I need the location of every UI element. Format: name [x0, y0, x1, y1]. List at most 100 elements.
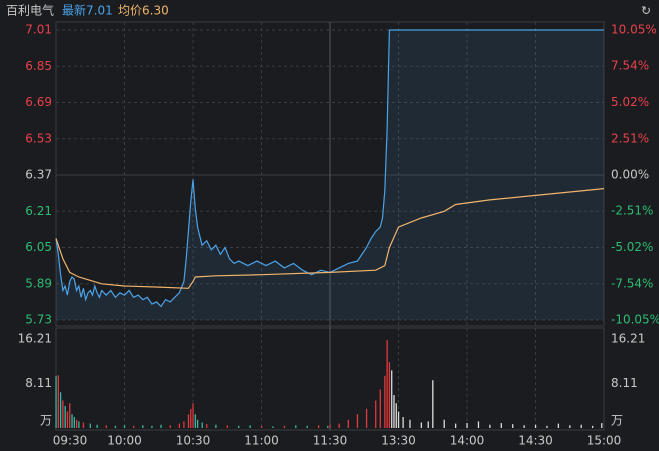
volume-bar [306, 425, 308, 428]
volume-bar [201, 422, 203, 428]
volume-bar [249, 425, 251, 428]
volume-tick-label: 8.11 [611, 376, 638, 390]
volume-tick-label: 16.21 [18, 332, 52, 346]
volume-bar [454, 423, 457, 428]
volume-bar [238, 425, 240, 428]
volume-bar [169, 425, 171, 428]
refresh-icon[interactable]: ↻ [641, 4, 651, 18]
x-tick-label: 14:00 [450, 434, 485, 448]
volume-bar [89, 423, 91, 428]
volume-bar [388, 362, 391, 428]
y2-tick-label: 10.05% [611, 23, 657, 37]
volume-bar [432, 380, 434, 428]
volume-bar [64, 406, 66, 428]
volume-bar [466, 423, 468, 428]
y2-tick-label: -7.54% [611, 276, 653, 290]
y-tick-label: 5.73 [25, 313, 52, 327]
volume-bar [397, 411, 400, 428]
volume-bar [601, 423, 603, 428]
volume-bar [365, 408, 368, 428]
y2-tick-label: 5.02% [611, 95, 649, 109]
volume-bar [283, 425, 286, 428]
y-tick-label: 6.21 [25, 204, 52, 218]
volume-bar [523, 425, 525, 428]
volume-bar [105, 425, 107, 428]
volume-bar [477, 421, 480, 428]
volume-bar [178, 423, 180, 428]
volume-bar [73, 417, 75, 428]
volume-bar [295, 425, 297, 428]
volume-bar [393, 395, 395, 428]
volume-bar [443, 419, 445, 428]
y2-tick-label: -2.51% [611, 204, 653, 218]
volume-bar [489, 424, 491, 428]
y-tick-label: 6.69 [25, 95, 52, 109]
volume-bar [317, 425, 320, 428]
volume-bar [192, 403, 194, 428]
x-tick-label: 11:30 [313, 434, 348, 448]
volume-bar [190, 408, 192, 428]
volume-bar [133, 425, 135, 428]
volume-bar [151, 425, 153, 428]
volume-bar [196, 419, 199, 428]
volume-bar [512, 424, 514, 428]
volume-tick-label: 8.11 [25, 376, 52, 390]
x-tick-label: 11:00 [244, 434, 279, 448]
volume-bar [379, 389, 381, 428]
volume-bar [123, 425, 126, 428]
volume-bar [187, 414, 190, 428]
y2-tick-label: -10.05% [611, 313, 659, 327]
volume-bar [194, 414, 196, 428]
volume-bar [59, 392, 62, 428]
volume-bar [183, 421, 185, 428]
y-tick-label: 7.01 [25, 23, 52, 37]
volume-bar [386, 340, 388, 428]
volume-bar [347, 419, 349, 428]
volume-bar [215, 424, 217, 428]
y-tick-label: 6.05 [25, 240, 52, 254]
volume-tick-label: 万 [611, 414, 623, 428]
price-line [55, 29, 604, 308]
volume-bar [160, 424, 162, 428]
volume-bar [82, 422, 85, 428]
stock-name: 百利电气 [6, 3, 54, 18]
volume-tick-label: 万 [40, 414, 52, 428]
volume-bar [272, 426, 274, 428]
volume-bar [206, 424, 208, 428]
volume-bar [375, 400, 377, 428]
volume-bar [569, 425, 571, 428]
x-tick-label: 15:00 [587, 434, 622, 448]
volume-bar [142, 425, 144, 428]
volume-bar [66, 411, 69, 428]
volume-bar [71, 414, 73, 428]
price-area [56, 30, 604, 320]
volume-bar [591, 425, 594, 428]
volume-bar [427, 421, 429, 428]
volume-bar [78, 421, 80, 428]
volume-tick-label: 16.21 [611, 332, 645, 346]
y-tick-label: 6.53 [25, 131, 52, 145]
average-line [55, 188, 605, 289]
volume-bar [409, 419, 411, 428]
x-tick-label: 10:30 [176, 434, 211, 448]
volume-bar [260, 425, 263, 428]
x-tick-label: 14:30 [518, 434, 553, 448]
volume-bar [500, 423, 502, 428]
volume-bar [391, 370, 393, 428]
volume-bar [395, 403, 397, 428]
volume-bar [75, 419, 78, 428]
volume-bar [384, 375, 386, 428]
volume-bar [57, 375, 59, 428]
y2-tick-label: -5.02% [611, 240, 653, 254]
y2-tick-label: 7.54% [611, 59, 649, 73]
y-tick-label: 6.85 [25, 59, 52, 73]
volume-bar [69, 403, 71, 428]
volume-bar [580, 424, 582, 428]
volume-bar [557, 423, 560, 428]
volume-bar [534, 424, 537, 428]
volume-bar [546, 425, 548, 428]
y-tick-label: 6.37 [25, 168, 52, 182]
volume-bar [55, 375, 57, 428]
